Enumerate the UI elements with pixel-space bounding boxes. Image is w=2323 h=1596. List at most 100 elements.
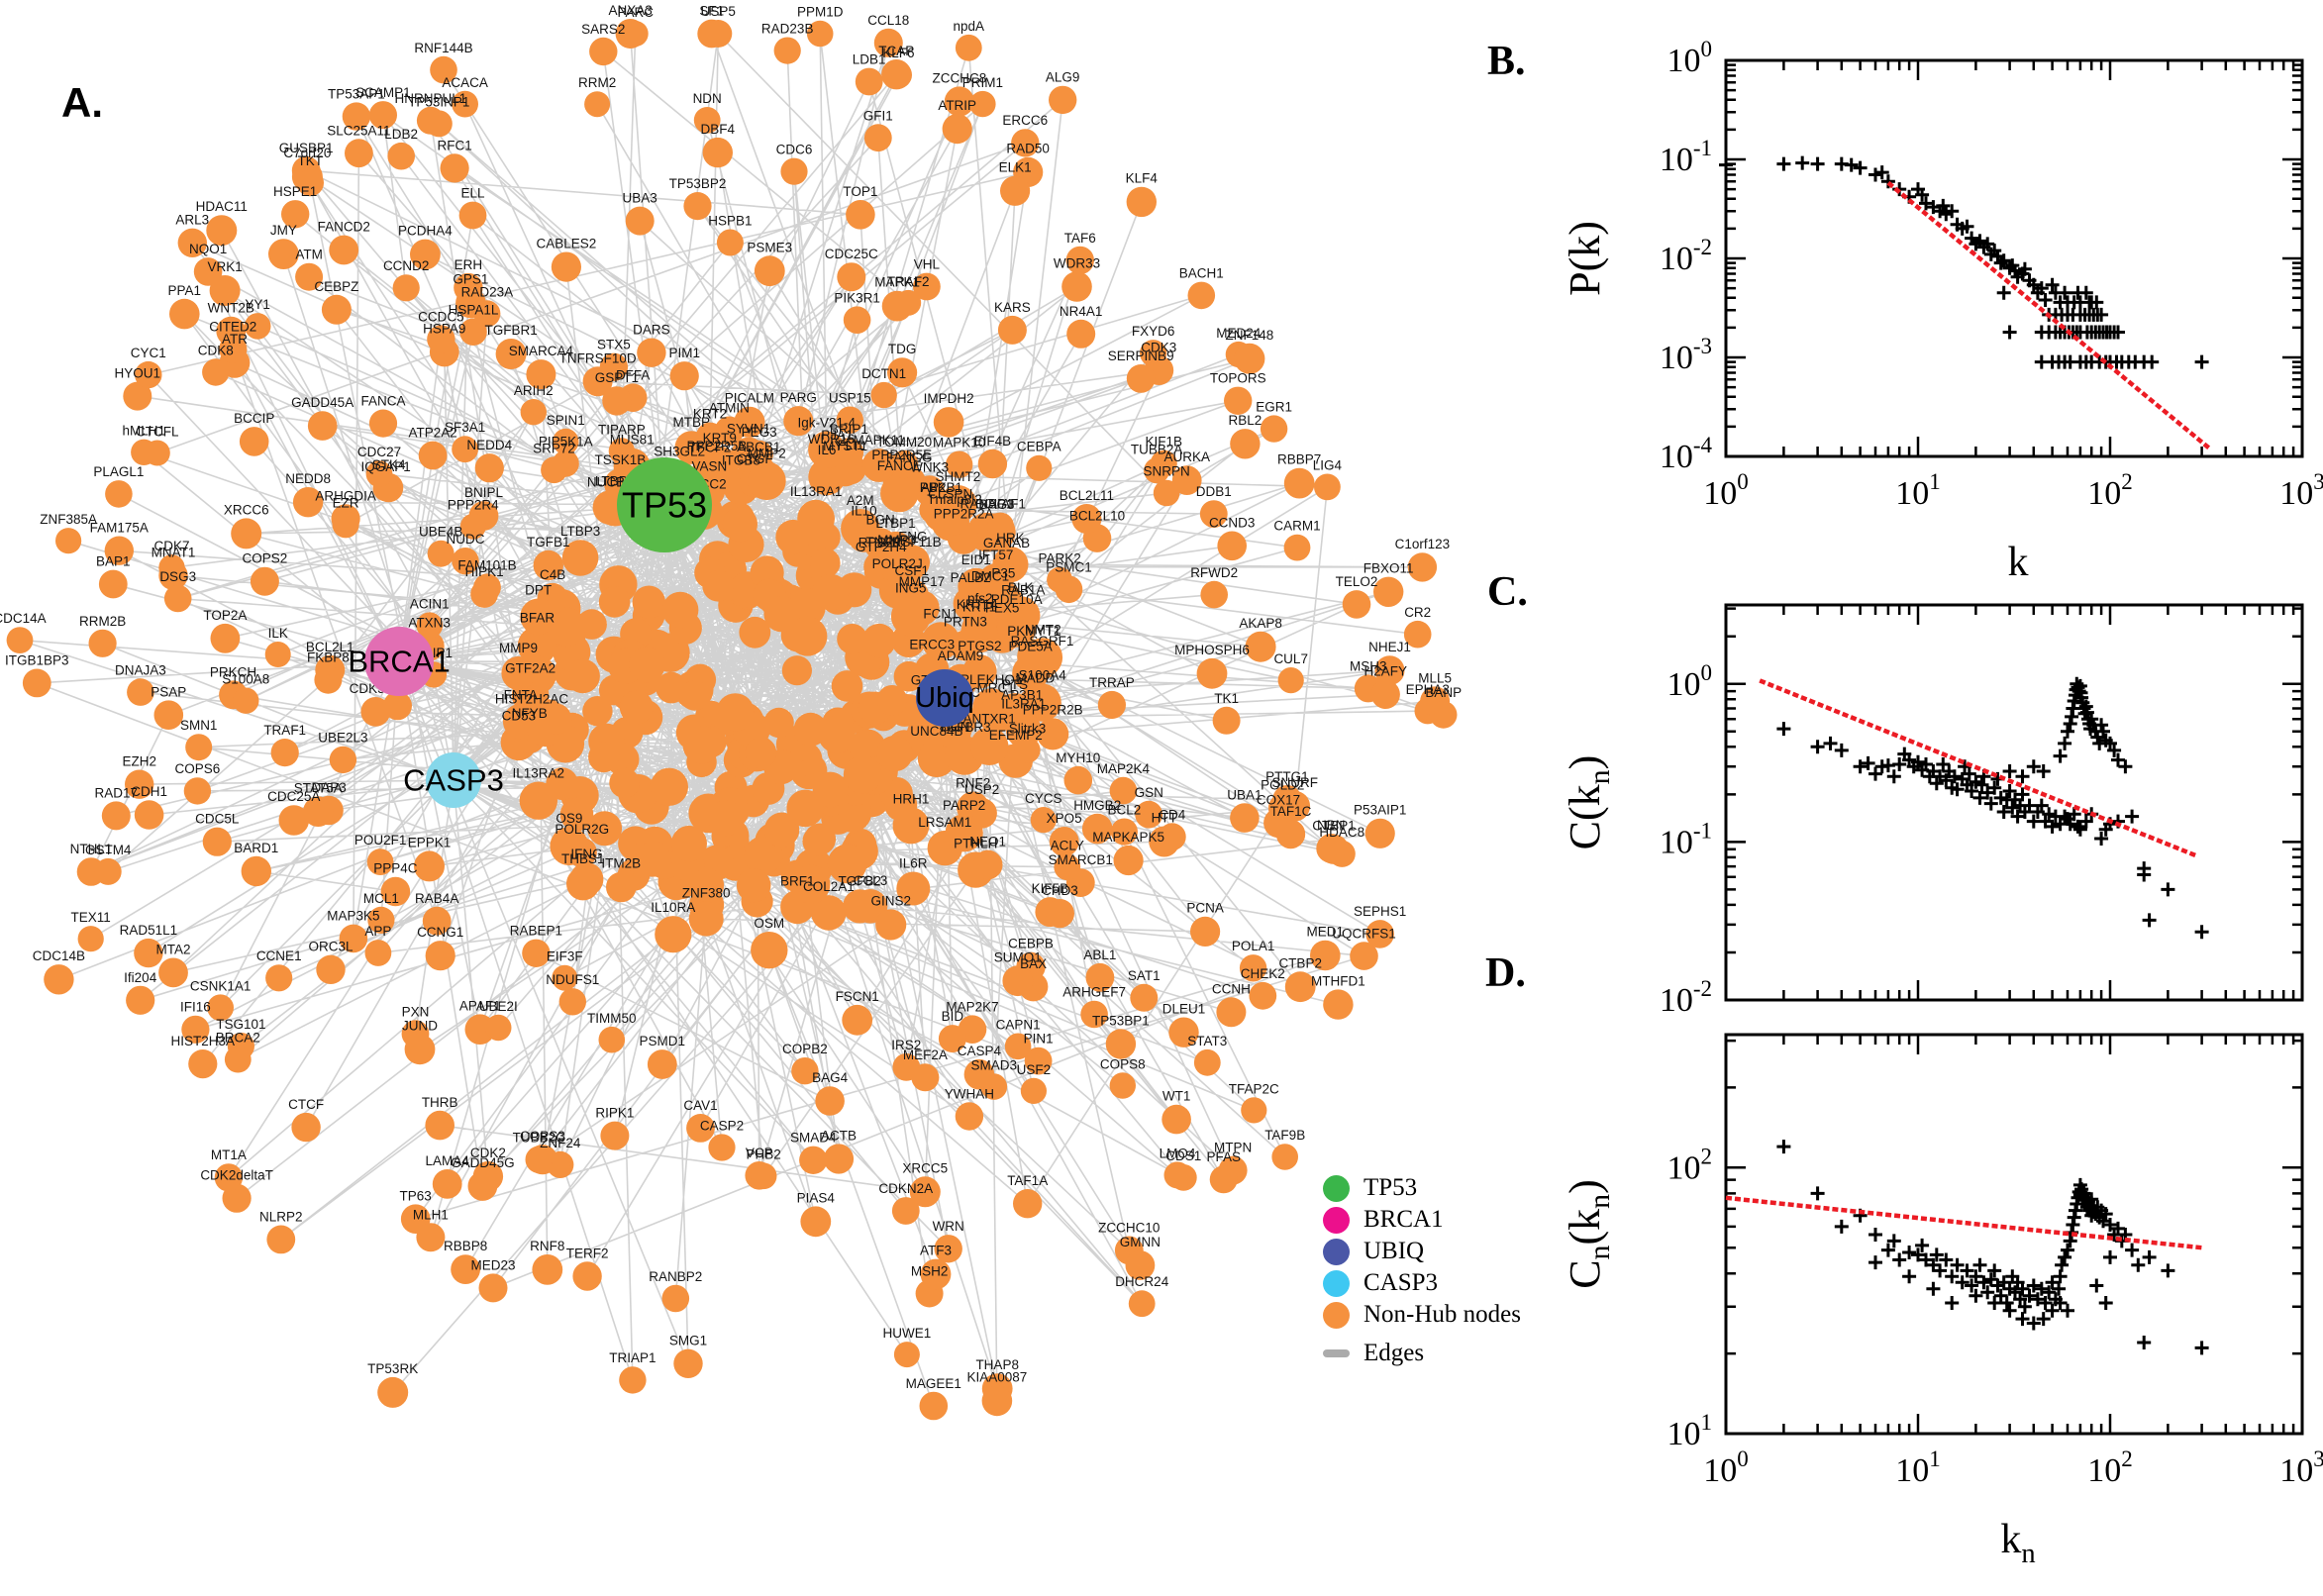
non-hub-node <box>1187 281 1216 310</box>
non-hub-node <box>622 21 649 47</box>
hub-node-brca1 <box>364 627 434 696</box>
gene-label: RANBP2 <box>649 1269 702 1284</box>
gene-label: TUBB2C <box>513 1131 566 1146</box>
gene-label: TUBB2A <box>1131 442 1183 456</box>
gene-label: BCL2 <box>1108 803 1142 818</box>
tick-label: 102 <box>2087 1446 2133 1489</box>
gene-label: EPHA3 <box>1406 682 1450 697</box>
gene-label: MAPK11 <box>853 433 904 448</box>
scatter-points <box>1719 155 2209 369</box>
non-hub-node <box>811 895 847 931</box>
non-hub-node <box>520 598 556 636</box>
non-hub-node <box>963 1058 995 1090</box>
non-hub-node <box>722 506 758 543</box>
gene-label: DSG3 <box>159 569 196 584</box>
non-hub-node <box>1271 1144 1298 1170</box>
non-hub-node <box>1283 467 1315 499</box>
legend-item-non-hub-nodes: Non-Hub nodes <box>1323 1299 1521 1331</box>
gene-label: SERPINB9 <box>1108 349 1174 363</box>
gene-label: KRT2 <box>693 407 727 422</box>
gene-label: WDR16 <box>808 432 855 447</box>
gene-label: pfs2 <box>967 591 993 606</box>
non-hub-node <box>736 868 771 903</box>
non-hub-node <box>224 1046 252 1073</box>
node-swatch-icon <box>1323 1269 1350 1297</box>
non-hub-node <box>870 381 897 409</box>
non-hub-node <box>655 916 692 953</box>
non-hub-node <box>202 827 232 856</box>
network-legend: TP53 BRCA1 UBIQ CASP3 Non-Hub nodes Edges <box>1323 1172 1521 1369</box>
gene-label: CDC25A <box>267 789 320 804</box>
non-hub-node <box>1002 965 1034 997</box>
non-hub-node <box>329 235 359 265</box>
non-hub-node <box>969 90 996 118</box>
gene-label: RNF144B <box>414 41 472 55</box>
gene-label: P53AIP1 <box>1354 803 1406 818</box>
non-hub-node <box>812 771 849 808</box>
gene-label: HDAC8 <box>1319 825 1364 840</box>
gene-label: UQCRFS1 <box>1332 926 1396 941</box>
tick-label: 101 <box>1895 469 1941 512</box>
legend-item-label: BRCA1 <box>1364 1206 1444 1233</box>
gene-label: COPS8 <box>1100 1056 1146 1071</box>
gene-label: TIPARP <box>598 422 646 437</box>
panel-c-label: C. <box>1487 569 1528 615</box>
gene-label: STK4 <box>372 457 406 472</box>
gene-label: FXYD6 <box>1132 324 1175 339</box>
non-hub-node <box>478 1273 508 1303</box>
non-hub-node <box>823 1144 855 1174</box>
non-hub-node <box>495 339 527 369</box>
non-hub-node <box>265 964 293 992</box>
gene-label: PARK2 <box>1038 551 1080 566</box>
non-hub-node <box>202 358 230 386</box>
gene-label: BANP <box>1425 685 1462 700</box>
gene-label: FNTA <box>504 688 538 703</box>
legend-item-label: UBIQ <box>1364 1238 1425 1264</box>
gene-label: RPS29 <box>858 536 901 550</box>
gene-label: S100A4 <box>1019 667 1067 682</box>
gene-label: COL2A1 <box>803 879 855 894</box>
gene-label: ATR <box>222 332 248 347</box>
non-hub-node <box>345 139 373 168</box>
gene-label: BCL2L11 <box>1060 488 1114 503</box>
gene-label: RAD23B <box>761 22 814 37</box>
non-hub-node <box>459 318 487 347</box>
gene-label: IFI16 <box>180 1000 211 1015</box>
gene-label: CLSPN <box>928 487 972 502</box>
gene-label: PARC <box>617 5 654 20</box>
non-hub-node <box>933 407 964 438</box>
gene-label: CDK7 <box>153 539 189 553</box>
gene-label: MTA2 <box>155 943 190 957</box>
gene-label: CR2 <box>1404 605 1431 620</box>
gene-label: DNAJA3 <box>115 662 166 677</box>
non-hub-node <box>896 871 931 906</box>
non-hub-node <box>941 508 968 536</box>
gene-label: ZCCHC10 <box>1098 1221 1160 1236</box>
gene-label: RNF2 <box>956 775 990 790</box>
non-hub-node <box>231 518 262 549</box>
gene-label: IFT57 <box>978 548 1013 562</box>
gene-label: SHMT2 <box>936 469 981 484</box>
non-hub-node <box>558 988 586 1016</box>
gene-label: MED24 <box>1216 326 1262 341</box>
gene-label: PRTN3 <box>944 614 987 629</box>
gene-label: SH3GL2 <box>654 445 705 459</box>
non-hub-node <box>911 1063 940 1092</box>
gene-label: ACIN1 <box>410 597 450 612</box>
non-hub-node <box>1407 552 1438 582</box>
gene-label: TOMM20 <box>876 435 932 449</box>
non-hub-node <box>472 1161 504 1192</box>
non-hub-node <box>702 137 733 168</box>
gene-label: PIAS4 <box>797 1190 836 1205</box>
non-hub-node <box>404 1034 436 1065</box>
gene-label: MMP2 <box>748 446 786 460</box>
gene-label: TNFRSF10D <box>559 350 637 365</box>
gene-label: PCNA <box>1186 901 1224 916</box>
gene-label: TCAP <box>878 44 914 58</box>
non-hub-node <box>266 1225 296 1254</box>
gene-label: THAP8 <box>975 1357 1019 1372</box>
gene-label: DBF4 <box>701 122 736 137</box>
non-hub-node <box>827 844 867 884</box>
gene-label: CITED2 <box>209 320 256 335</box>
non-hub-node <box>884 788 918 822</box>
